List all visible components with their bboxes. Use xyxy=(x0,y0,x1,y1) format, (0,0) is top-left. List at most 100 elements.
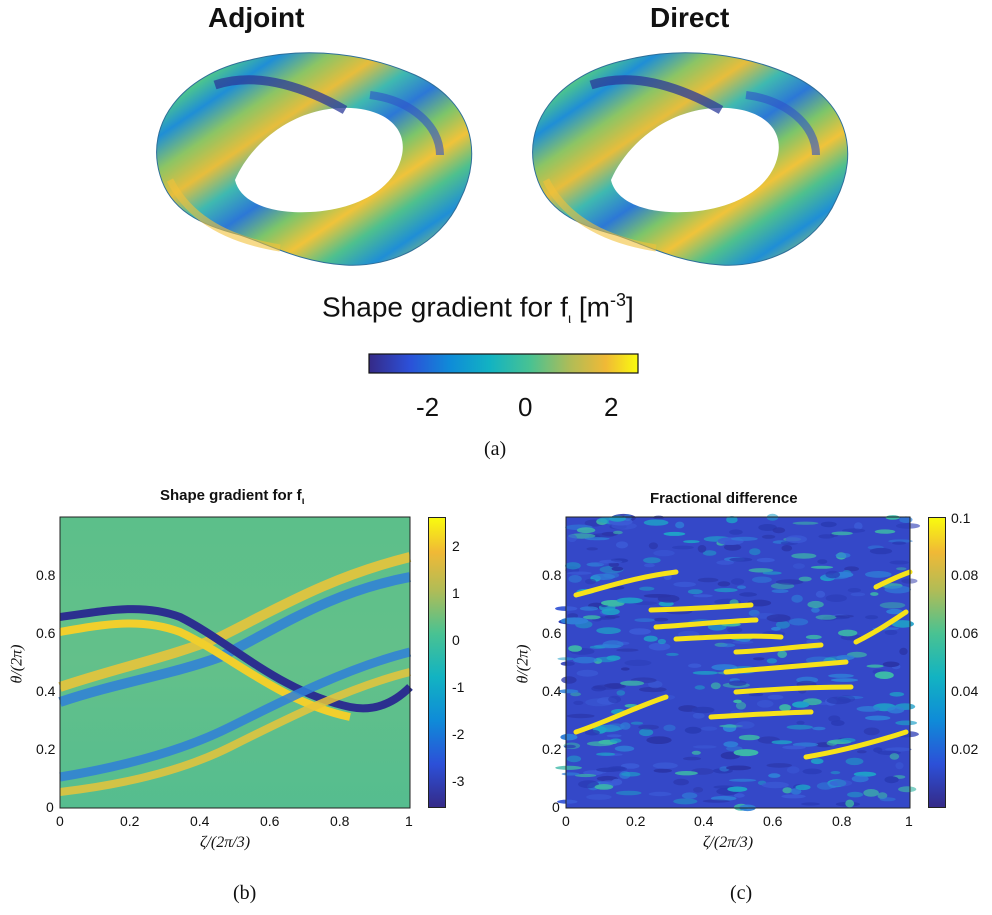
noise-blob xyxy=(683,540,700,544)
noise-blob xyxy=(892,541,907,545)
noise-blob xyxy=(901,578,918,584)
noise-blob xyxy=(845,757,864,766)
noise-blob xyxy=(683,756,701,761)
noise-blob xyxy=(560,733,578,741)
noise-blob xyxy=(648,791,672,797)
panel-c-xtick-1: 1 xyxy=(905,813,913,829)
noise-blob xyxy=(648,542,658,550)
noise-blob xyxy=(648,642,671,651)
noise-blob xyxy=(565,562,581,570)
noise-blob xyxy=(863,789,879,797)
noise-blob xyxy=(782,787,793,794)
noise-blob xyxy=(555,765,582,770)
noise-blob xyxy=(829,779,853,787)
noise-blob xyxy=(828,715,841,722)
noise-blob xyxy=(573,656,598,664)
panel-c-ytick-0: 0 xyxy=(552,799,560,815)
noise-blob xyxy=(847,791,864,798)
noise-blob xyxy=(874,671,894,679)
noise-blob xyxy=(596,752,616,756)
noise-blob xyxy=(639,586,655,591)
noise-blob xyxy=(749,548,761,556)
panel-b-xtick-04: 0.4 xyxy=(190,813,210,829)
heading-main: Shape gradient for f xyxy=(322,291,568,323)
panel-c-cb-tick-008: 0.08 xyxy=(951,567,979,583)
noise-blob xyxy=(739,592,757,597)
noise-blob xyxy=(761,534,776,539)
panel-a-colorbar xyxy=(368,353,639,374)
noise-blob xyxy=(567,534,577,543)
panel-b-title-sub: ι xyxy=(301,496,305,507)
noise-blob xyxy=(629,628,651,635)
noise-blob xyxy=(730,536,758,541)
panel-a-cb-tick-neg2: -2 xyxy=(416,392,440,422)
direct-title: Direct xyxy=(650,2,730,33)
noise-blob xyxy=(865,571,892,578)
noise-blob xyxy=(611,566,624,571)
noise-blob xyxy=(761,781,789,789)
noise-blob xyxy=(723,543,742,551)
noise-blob xyxy=(733,699,742,704)
noise-blob xyxy=(733,749,759,757)
noise-blob xyxy=(596,775,618,782)
noise-blob xyxy=(585,578,596,585)
noise-blob xyxy=(615,790,642,796)
noise-blob xyxy=(791,594,803,603)
noise-blob xyxy=(781,545,793,552)
panel-b-title: Shape gradient for fι xyxy=(160,487,304,507)
noise-blob xyxy=(738,734,760,741)
noise-blob xyxy=(815,590,826,598)
noise-blob xyxy=(768,773,781,778)
noise-blob xyxy=(899,647,908,655)
noise-blob xyxy=(828,673,854,678)
noise-blob xyxy=(874,529,896,534)
noise-blob xyxy=(589,645,606,649)
noise-blob xyxy=(766,658,778,664)
noise-blob xyxy=(582,615,601,620)
panel-c-ytick-02: 0.2 xyxy=(542,741,562,757)
noise-blob xyxy=(609,738,622,743)
panel-b-cb-tick-neg3: -3 xyxy=(452,773,465,789)
panel-a-caption: (a) xyxy=(484,438,507,460)
noise-blob xyxy=(854,522,863,530)
noise-blob xyxy=(692,712,705,719)
noise-blob xyxy=(772,527,786,534)
noise-blob xyxy=(842,528,866,533)
noise-blob xyxy=(567,571,592,575)
panel-b-ylabel: θ/(2π) xyxy=(8,644,26,684)
noise-blob xyxy=(856,706,881,712)
noise-blob xyxy=(811,607,820,613)
noise-blob xyxy=(895,720,918,726)
noise-blob xyxy=(614,745,635,752)
noise-blob xyxy=(847,588,861,593)
noise-blob xyxy=(766,614,791,622)
panel-b-xtick-0: 0 xyxy=(56,813,64,829)
noise-blob xyxy=(896,567,907,571)
noise-blob xyxy=(830,678,859,682)
heading-unit-open: [m xyxy=(578,291,610,323)
noise-blob xyxy=(885,747,912,752)
panel-c-noise xyxy=(555,513,921,812)
panel-c-cb-tick-004: 0.04 xyxy=(951,683,979,699)
noise-blob xyxy=(602,640,624,649)
noise-blob xyxy=(719,643,736,648)
noise-blob xyxy=(782,745,806,750)
noise-blob xyxy=(851,775,869,783)
noise-blob xyxy=(576,527,596,534)
heading-sub: ι xyxy=(567,309,572,326)
noise-blob xyxy=(657,638,666,645)
noise-blob xyxy=(775,620,790,629)
panel-c-ytick-06: 0.6 xyxy=(542,625,562,641)
noise-blob xyxy=(735,721,755,729)
noise-blob xyxy=(815,614,837,620)
noise-blob xyxy=(657,594,680,603)
adjoint-title: Adjoint xyxy=(208,2,305,33)
noise-blob xyxy=(586,547,598,551)
noise-blob xyxy=(845,799,855,808)
noise-blob xyxy=(884,629,898,635)
noise-blob xyxy=(603,572,620,579)
noise-blob xyxy=(735,701,747,710)
noise-blob xyxy=(891,620,914,628)
noise-blob xyxy=(701,726,718,731)
panel-a-cb-tick-0: 0 xyxy=(518,392,533,422)
